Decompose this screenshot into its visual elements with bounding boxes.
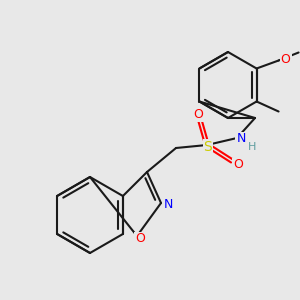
Text: O: O [135,232,145,245]
Text: O: O [233,158,243,172]
Text: S: S [204,140,212,154]
Text: H: H [248,142,256,152]
Text: N: N [236,133,246,146]
Text: N: N [163,197,173,211]
Text: O: O [280,53,290,66]
Text: O: O [193,107,203,121]
